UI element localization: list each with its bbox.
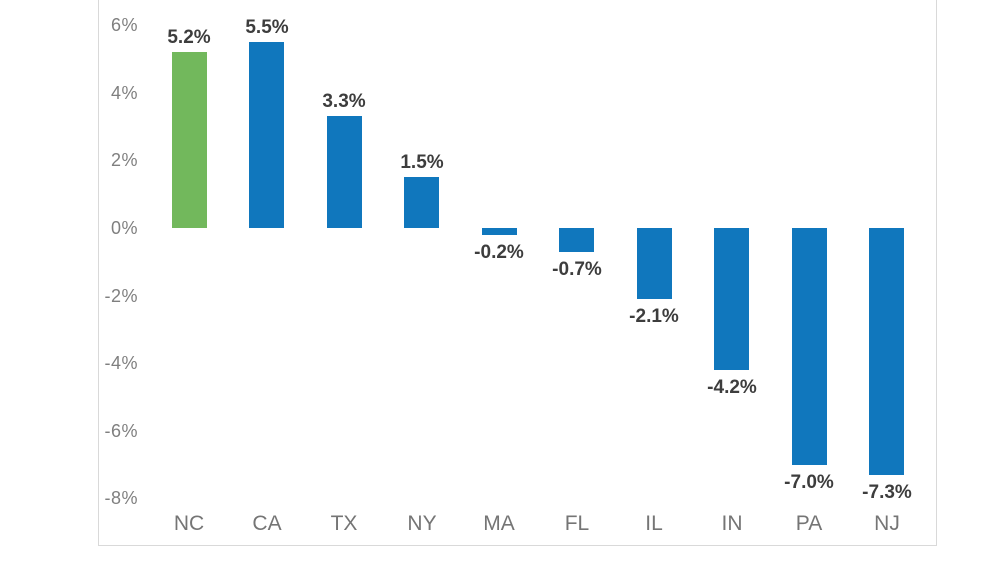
- value-label-IL: -2.1%: [629, 306, 679, 327]
- value-label-TX: 3.3%: [322, 91, 366, 112]
- bar-IN: [714, 228, 749, 370]
- bar-TX: [327, 116, 362, 228]
- category-label-TX: TX: [330, 512, 358, 535]
- value-label-NY: 1.5%: [400, 152, 444, 173]
- category-label-NJ: NJ: [874, 512, 900, 535]
- value-label-IN: -4.2%: [707, 377, 757, 398]
- bar-CA: [249, 42, 284, 228]
- value-label-PA: -7.0%: [784, 472, 834, 493]
- value-label-CA: 5.5%: [245, 17, 289, 38]
- category-label-IL: IL: [645, 512, 663, 535]
- bar-NY: [404, 177, 439, 228]
- y-tick-label: 2%: [110, 150, 138, 170]
- y-tick-label: 0%: [110, 218, 138, 238]
- category-label-FL: FL: [564, 512, 590, 535]
- category-label-PA: PA: [795, 512, 823, 535]
- bar-MA: [482, 228, 517, 235]
- category-label-NC: NC: [173, 512, 205, 535]
- value-label-NJ: -7.3%: [862, 482, 912, 503]
- y-tick-label: -4%: [104, 353, 138, 373]
- bar-NC: [172, 52, 207, 228]
- y-tick-label: -8%: [104, 488, 138, 508]
- bar-NJ: [869, 228, 904, 475]
- value-label-MA: -0.2%: [474, 242, 524, 263]
- bar-PA: [792, 228, 827, 465]
- y-tick-label: 4%: [110, 83, 138, 103]
- y-tick-label: -2%: [104, 286, 138, 306]
- category-label-NY: NY: [407, 512, 437, 535]
- category-label-MA: MA: [483, 512, 515, 535]
- y-tick-label: -6%: [104, 421, 138, 441]
- category-label-CA: CA: [252, 512, 282, 535]
- value-label-FL: -0.7%: [552, 259, 602, 280]
- category-label-IN: IN: [721, 512, 743, 535]
- bar-FL: [559, 228, 594, 252]
- y-tick-label: 6%: [110, 15, 138, 35]
- bar-IL: [637, 228, 672, 299]
- value-label-NC: 5.2%: [167, 27, 211, 48]
